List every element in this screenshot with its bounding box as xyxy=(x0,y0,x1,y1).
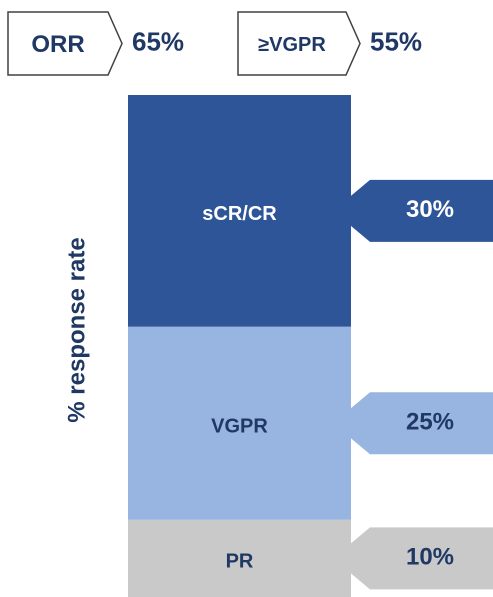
bar-segment xyxy=(128,519,351,597)
annotation-label: ORR xyxy=(31,31,84,58)
segment-label: sCR/CR xyxy=(202,203,277,225)
y-axis-label: % response rate xyxy=(63,237,90,422)
value-label: 25% xyxy=(406,409,454,436)
callout xyxy=(333,527,493,590)
bar-segment xyxy=(128,326,351,520)
value-label: 30% xyxy=(406,196,454,223)
value-label: 10% xyxy=(406,544,454,571)
annotation-value: 55% xyxy=(370,26,422,56)
annotation-box xyxy=(7,11,123,76)
segment-label: PR xyxy=(226,551,254,573)
callout xyxy=(333,392,493,455)
bar-segment xyxy=(128,95,351,327)
segment-label: VGPR xyxy=(211,416,268,438)
annotation-box xyxy=(237,11,361,76)
annotation-label: ≥VGPR xyxy=(258,34,326,56)
callout xyxy=(333,179,493,242)
annotation-value: 65% xyxy=(132,26,184,56)
